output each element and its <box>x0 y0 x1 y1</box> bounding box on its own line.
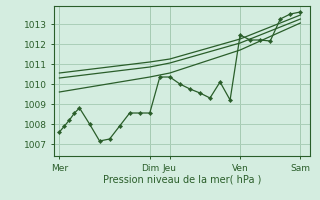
X-axis label: Pression niveau de la mer( hPa ): Pression niveau de la mer( hPa ) <box>103 174 261 184</box>
